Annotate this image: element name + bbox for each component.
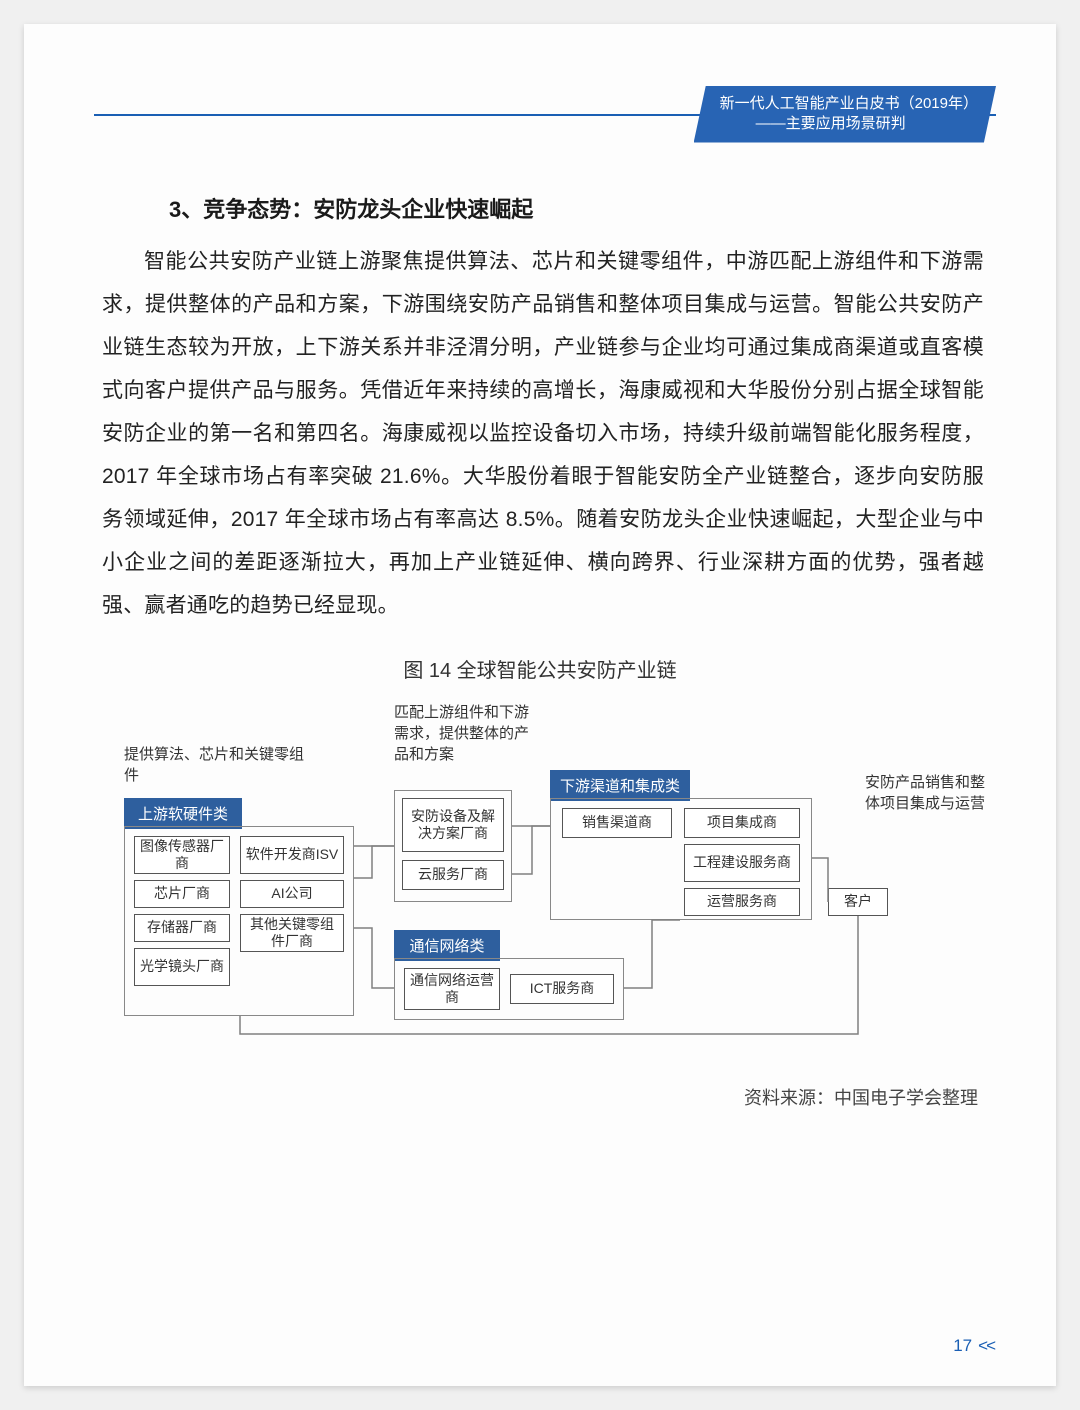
node-upstream: 存储器厂商 bbox=[134, 914, 230, 942]
header-network: 通信网络类 bbox=[394, 930, 500, 961]
node-upstream: 芯片厂商 bbox=[134, 880, 230, 908]
node-upstream: 其他关键零组件厂商 bbox=[240, 914, 344, 952]
node-downstream: 工程建设服务商 bbox=[684, 844, 800, 882]
page: 新一代人工智能产业白皮书（2019年） ——主要应用场景研判 3、竞争态势：安防… bbox=[24, 24, 1056, 1386]
node-upstream: 软件开发商ISV bbox=[240, 836, 344, 874]
node-middle: 安防设备及解决方案厂商 bbox=[402, 798, 504, 852]
node-upstream: 光学镜头厂商 bbox=[134, 948, 230, 986]
header-title-1: 新一代人工智能产业白皮书（2019年） bbox=[720, 94, 978, 114]
node-downstream: 销售渠道商 bbox=[562, 808, 672, 838]
flowchart-diagram: 提供算法、芯片和关键零组件 匹配上游组件和下游需求，提供整体的产品和方案 安防产… bbox=[112, 698, 992, 1058]
header-banner: 新一代人工智能产业白皮书（2019年） ——主要应用场景研判 bbox=[694, 86, 996, 143]
page-number: 17 << bbox=[953, 1336, 994, 1356]
node-upstream: 图像传感器厂商 bbox=[134, 836, 230, 874]
label-mid-desc: 匹配上游组件和下游需求，提供整体的产品和方案 bbox=[394, 702, 534, 765]
node-upstream: AI公司 bbox=[240, 880, 344, 908]
body-paragraph: 智能公共安防产业链上游聚焦提供算法、芯片和关键零组件，中游匹配上游组件和下游需求… bbox=[102, 240, 984, 627]
figure-caption: 图 14 全球智能公共安防产业链 bbox=[24, 654, 1056, 683]
node-middle: 云服务厂商 bbox=[402, 860, 504, 890]
label-downstream-desc: 安防产品销售和整体项目集成与运营 bbox=[860, 772, 990, 814]
header-upstream: 上游软硬件类 bbox=[124, 798, 242, 829]
chevron-icon: << bbox=[978, 1336, 994, 1355]
node-customer: 客户 bbox=[828, 888, 888, 916]
page-number-value: 17 bbox=[953, 1336, 972, 1355]
section-heading: 3、竞争态势：安防龙头企业快速崛起 bbox=[169, 192, 533, 224]
header-downstream: 下游渠道和集成类 bbox=[550, 770, 690, 801]
label-upstream-desc: 提供算法、芯片和关键零组件 bbox=[124, 744, 304, 786]
figure-source: 资料来源：中国电子学会整理 bbox=[744, 1084, 978, 1110]
node-downstream: 项目集成商 bbox=[684, 808, 800, 838]
node-network: 通信网络运营商 bbox=[404, 968, 500, 1010]
node-network: ICT服务商 bbox=[510, 974, 614, 1004]
header-title-2: ——主要应用场景研判 bbox=[720, 114, 978, 134]
node-downstream: 运营服务商 bbox=[684, 888, 800, 916]
